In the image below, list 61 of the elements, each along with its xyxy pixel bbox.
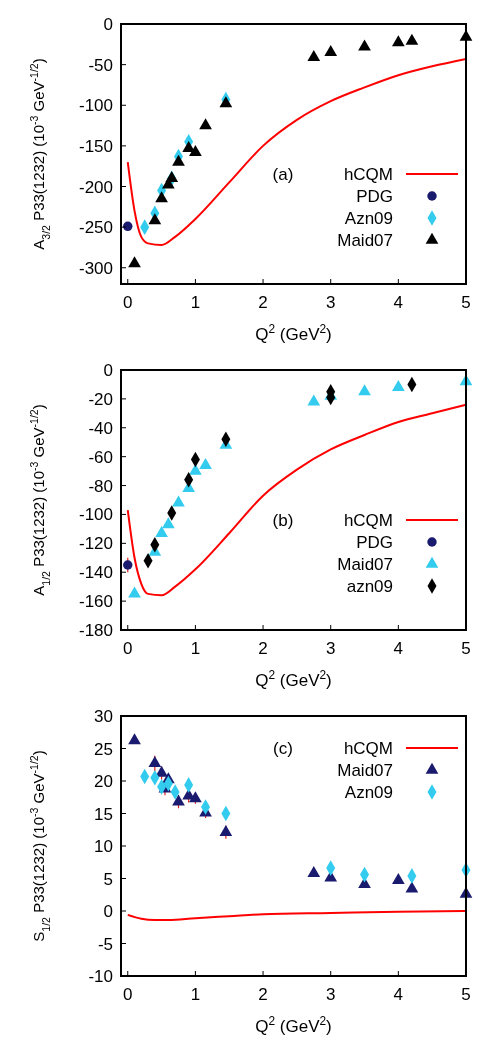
x-axis-title: Q$^{2}$ (GeV$^{2}$) xyxy=(255,1014,332,1036)
x-tick-label: 0 xyxy=(123,985,133,1004)
y-tick-label: -200 xyxy=(78,177,113,197)
legend-label: Maid07 xyxy=(337,231,393,250)
y-tick-label: -50 xyxy=(88,55,113,75)
y-tick-label: -5 xyxy=(97,934,113,954)
legend-label: hCQM xyxy=(343,165,393,184)
legend-label: azn09 xyxy=(346,577,393,596)
y-tick-label: -100 xyxy=(78,96,113,116)
x-tick-label: 2 xyxy=(258,985,268,1004)
y-tick-label: 20 xyxy=(94,772,113,791)
legend-label: Azn09 xyxy=(344,209,393,228)
x-tick-label: 5 xyxy=(461,639,471,658)
y-tick-label: 0 xyxy=(103,361,113,380)
y-tick-label: -10 xyxy=(88,967,113,986)
y-tick-label: 25 xyxy=(94,739,113,759)
x-tick-label: 1 xyxy=(190,639,201,658)
x-tick-label: 2 xyxy=(258,639,268,658)
annotation: (a) xyxy=(272,165,294,184)
legend-label: hCQM xyxy=(343,739,393,758)
y-tick-label: -80 xyxy=(88,476,113,496)
x-tick-label: 1 xyxy=(190,985,201,1004)
y-tick-label: -120 xyxy=(78,534,113,554)
x-tick-label: 1 xyxy=(190,293,201,312)
y-tick-label: -20 xyxy=(88,389,113,409)
x-tick-label: 3 xyxy=(325,639,336,658)
x-tick-label: 5 xyxy=(461,293,471,312)
legend-label: Azn09 xyxy=(344,783,393,802)
y-tick-label: 0 xyxy=(103,902,113,921)
y-tick-label: -40 xyxy=(88,418,113,438)
y-tick-label: -140 xyxy=(78,563,113,583)
x-tick-label: 4 xyxy=(393,639,404,658)
y-tick-label: 30 xyxy=(94,707,113,726)
y-tick-label: 10 xyxy=(94,837,113,856)
y-tick-label: -250 xyxy=(78,218,113,238)
annotation: (c) xyxy=(273,739,293,758)
y-tick-label: -300 xyxy=(78,258,113,278)
y-tick-label: -150 xyxy=(78,136,113,156)
legend-label: Maid07 xyxy=(337,555,393,574)
legend-label: PDG xyxy=(356,187,393,206)
y-tick-label: -180 xyxy=(78,621,113,640)
x-tick-label: 3 xyxy=(325,293,336,312)
y-tick-label: 15 xyxy=(94,804,113,824)
x-tick-label: 3 xyxy=(325,985,336,1004)
x-tick-label: 2 xyxy=(258,293,268,312)
annotation: (b) xyxy=(272,511,294,530)
x-axis-title: Q$^{2}$ (GeV$^{2}$) xyxy=(255,322,332,344)
x-tick-label: 0 xyxy=(123,293,133,312)
y-tick-label: 5 xyxy=(103,869,113,889)
x-axis-title: Q$^{2}$ (GeV$^{2}$) xyxy=(255,668,332,690)
x-tick-label: 0 xyxy=(123,639,133,658)
x-tick-label: 4 xyxy=(393,293,404,312)
legend-label: Maid07 xyxy=(337,761,393,780)
legend-label: hCQM xyxy=(343,511,393,530)
y-tick-label: -100 xyxy=(78,505,113,525)
y-tick-label: 0 xyxy=(103,15,113,34)
x-tick-label: 4 xyxy=(393,985,404,1004)
x-tick-label: 5 xyxy=(461,985,471,1004)
y-tick-label: -60 xyxy=(88,447,113,467)
y-tick-label: -160 xyxy=(78,592,113,612)
legend-label: PDG xyxy=(356,533,393,552)
